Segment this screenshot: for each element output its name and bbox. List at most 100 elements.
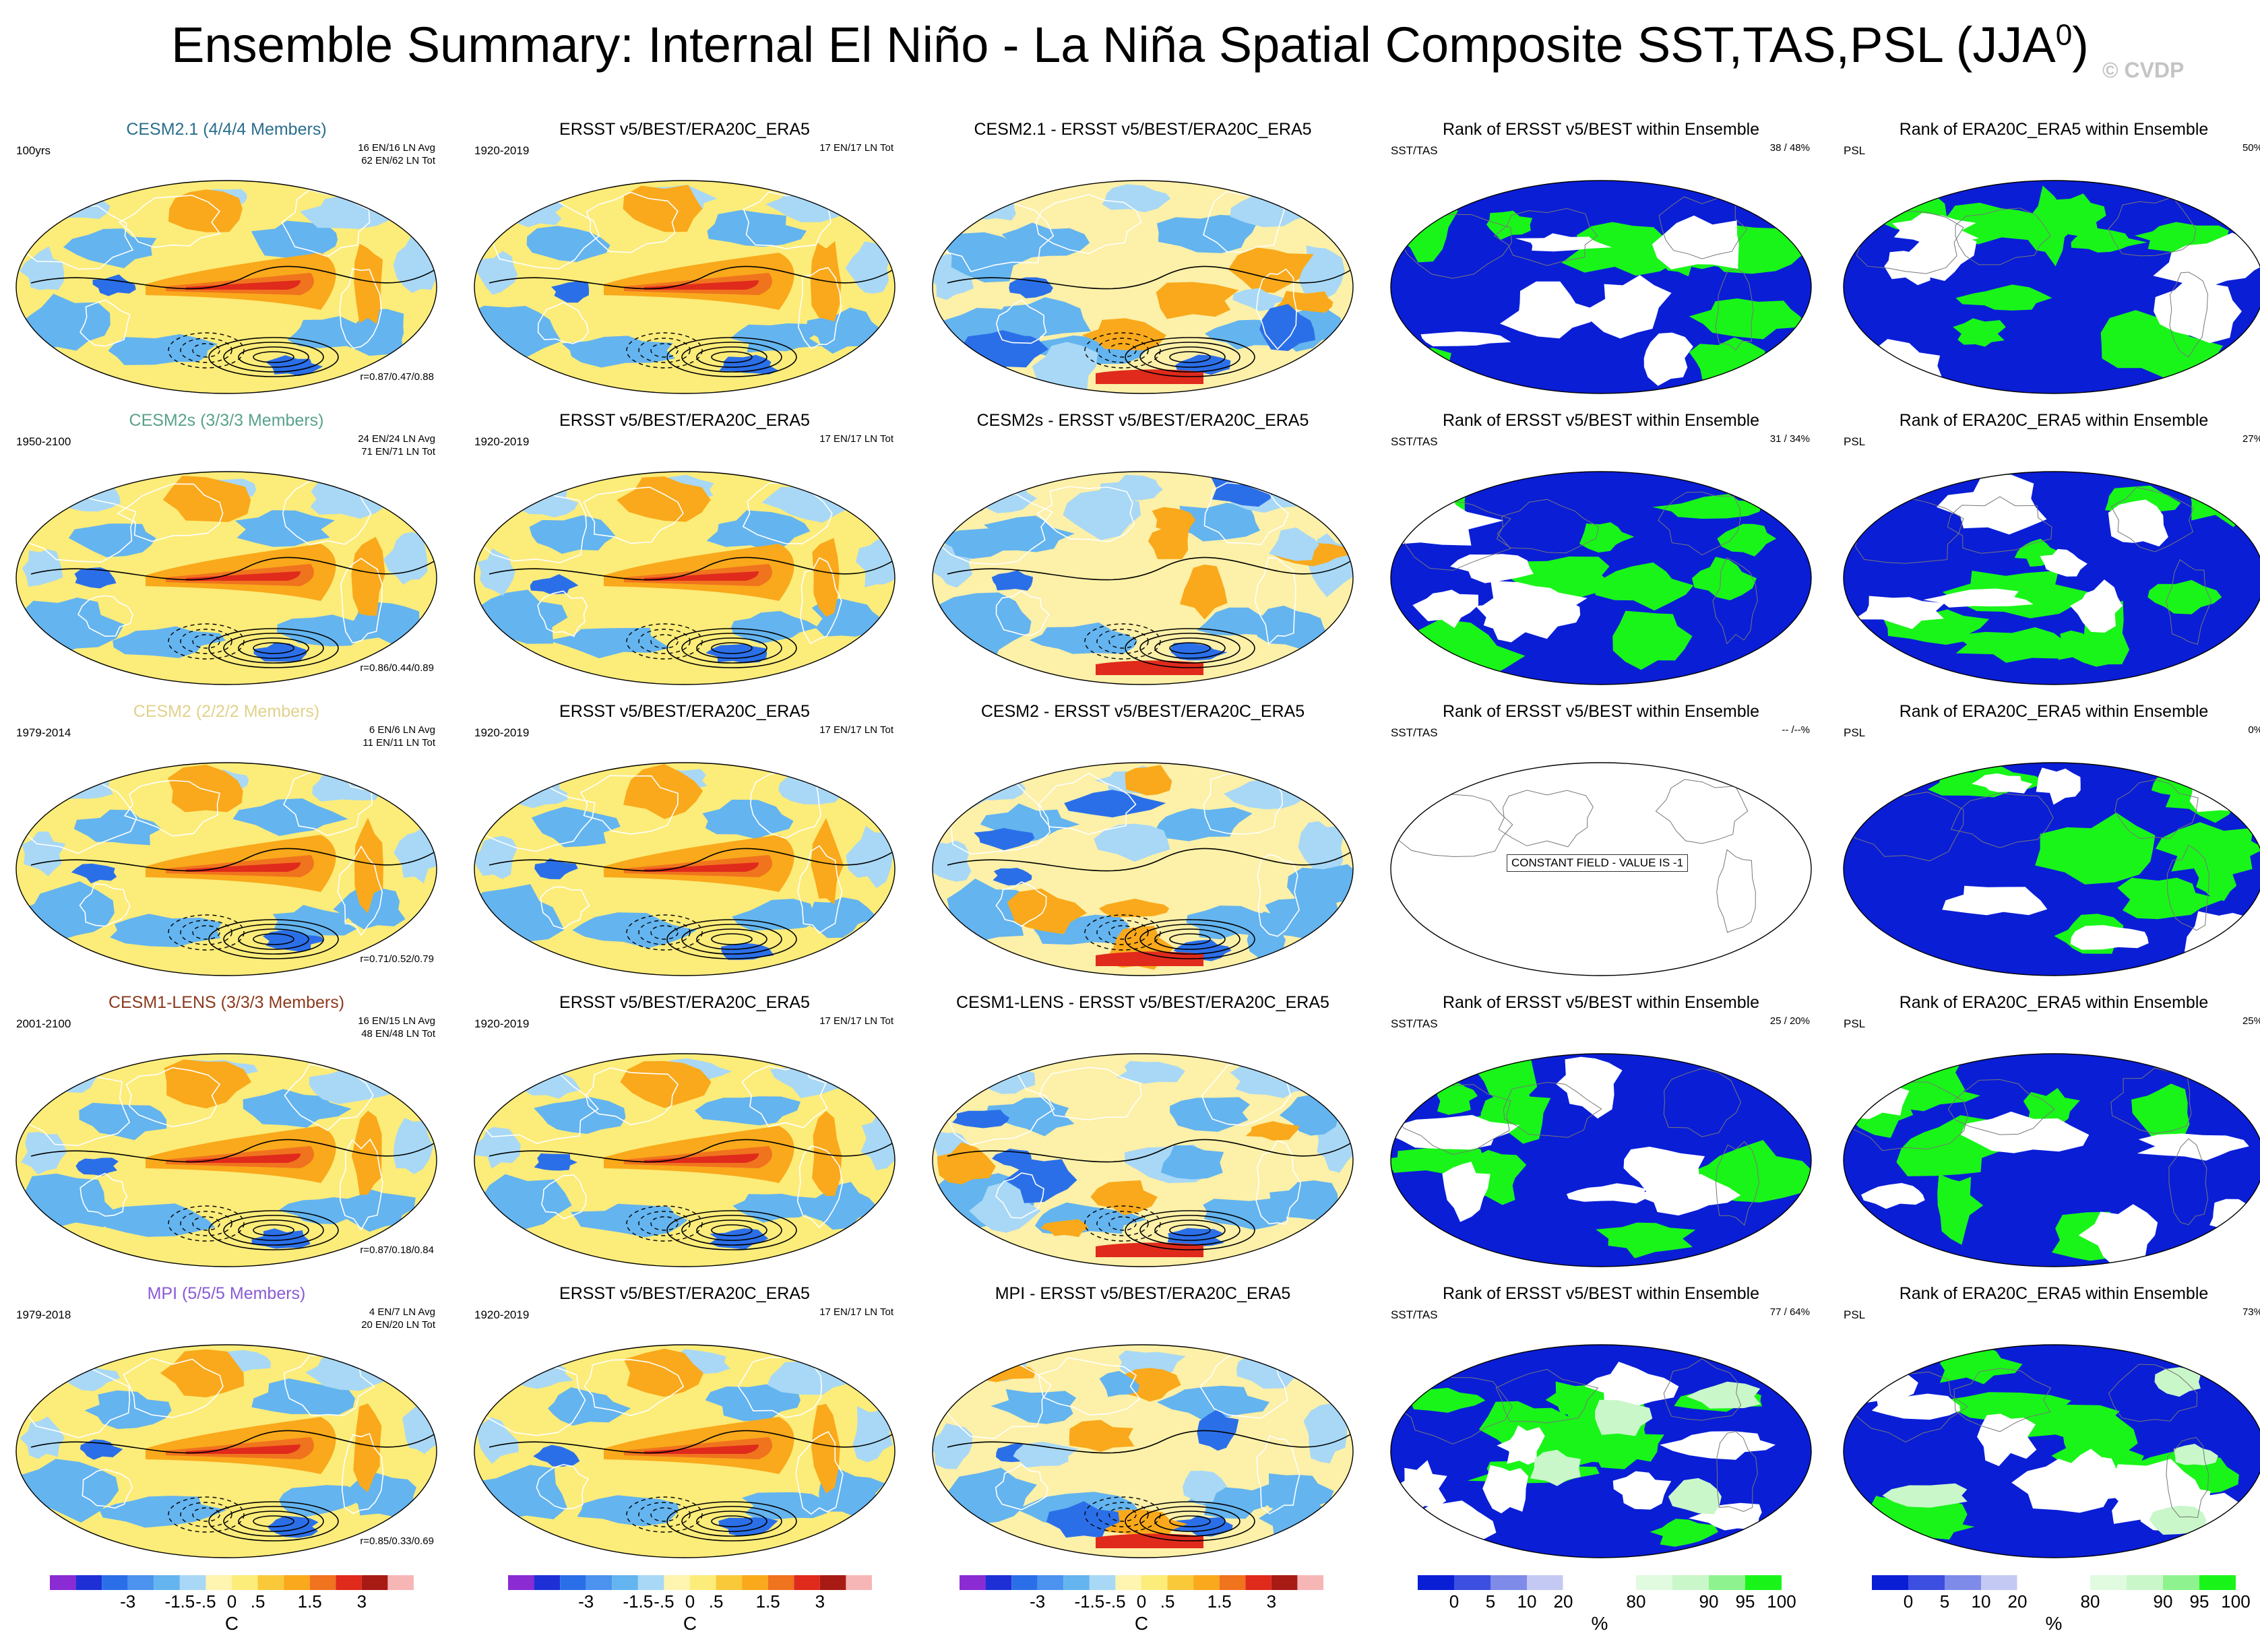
- panel-title: Rank of ERA20C_ERA5 within Ensemble: [1899, 1284, 2209, 1303]
- coastline: [1495, 1368, 1599, 1424]
- map-border: [474, 1344, 896, 1558]
- map-panel: Rank of ERSST v5/BEST within Ensemble SST…: [1379, 399, 1823, 689]
- map-plot: [932, 1344, 1354, 1558]
- panel-years: 1920-2019: [474, 435, 530, 448]
- psl-contour: [1139, 1215, 1241, 1246]
- colorbar-tick-label: -3: [578, 1591, 594, 1612]
- coastline: [2108, 197, 2197, 257]
- panel-years: 100yrs: [16, 144, 51, 157]
- map-border: [932, 471, 1354, 685]
- map-difference-region: [1269, 527, 1319, 561]
- coastline: [1655, 779, 1749, 844]
- psl-contour: [1169, 1515, 1211, 1527]
- map-border: [1390, 1053, 1812, 1267]
- map-difference-region: [1096, 369, 1203, 384]
- rank-region: [1668, 1478, 1722, 1515]
- panel-percent: 27%: [2242, 433, 2260, 445]
- map-plot: [474, 471, 896, 685]
- coastline: [584, 1359, 685, 1416]
- colorbar-bin: [767, 1575, 794, 1590]
- map-difference-region: [1063, 490, 1141, 540]
- coastline: [798, 267, 842, 350]
- coastline: [995, 590, 1050, 636]
- map-border: [1843, 471, 2260, 685]
- rank-mid-region: [1972, 773, 2033, 794]
- psl-contour: [711, 933, 753, 945]
- colorbar-bin: [1599, 1575, 1637, 1591]
- colorbar-tick-label: .5: [709, 1591, 724, 1612]
- colorbar-bin: [1672, 1575, 1709, 1590]
- psl-contour: [1139, 924, 1241, 955]
- rank-high-region: [2151, 767, 2199, 796]
- psl-contour-negative: [1096, 338, 1149, 363]
- map-anomaly-region: [22, 549, 63, 587]
- coastline: [123, 780, 220, 837]
- panel-title: Rank of ERA20C_ERA5 within Ensemble: [1899, 993, 2209, 1012]
- coastline: [2110, 486, 2195, 552]
- panel-event-counts: 17 EN/17 LN Tot: [819, 724, 893, 736]
- psl-contour: [208, 1210, 339, 1250]
- panel-variable-label: SST/TAS: [1391, 1308, 1438, 1321]
- map-panel: Rank of ERSST v5/BEST within Ensemble SST…: [1379, 981, 1823, 1271]
- psl-contour-negative: [180, 338, 232, 363]
- map-anomaly-region: [110, 914, 222, 947]
- colorbar-bin: [1981, 1575, 2017, 1590]
- map-anomaly-region: [719, 354, 779, 375]
- rank-region: [1686, 1381, 1761, 1409]
- colorbar-bin: [742, 1575, 768, 1590]
- panel-event-counts: 17 EN/17 LN Tot: [819, 1015, 893, 1027]
- map-anomaly-region: [570, 1203, 688, 1238]
- map-anomaly-region: [845, 241, 891, 294]
- map-border: [1843, 1053, 2260, 1267]
- psl-contour-negative: [626, 1205, 703, 1242]
- colorbar-bin: [1527, 1575, 1563, 1590]
- map-anomaly-region: [846, 825, 893, 889]
- rank-high-region: [1717, 523, 1777, 557]
- map-difference-region: [1245, 1121, 1300, 1141]
- map-anomaly-region: [991, 570, 1033, 591]
- colorbar-tick-label: 3: [815, 1591, 825, 1612]
- psl-contour: [30, 1139, 436, 1163]
- colorbar-bin: [102, 1575, 128, 1590]
- colorbar-bin: [309, 1575, 336, 1590]
- map-difference-region: [1228, 247, 1314, 293]
- colorbar-bin: [1193, 1575, 1220, 1590]
- colorbar-bin: [2127, 1575, 2163, 1590]
- psl-contour: [1169, 642, 1211, 654]
- colorbar-tick-label: 100: [1767, 1591, 1796, 1612]
- coastline: [1038, 1357, 1141, 1416]
- rank-mid-region: [2011, 1459, 2117, 1513]
- map-difference-region: [1259, 304, 1316, 351]
- panel-event-counts: 24 EN/24 LN Avg 71 EN/71 LN Tot: [358, 433, 435, 457]
- panel-variable-label: PSL: [1844, 1308, 1866, 1321]
- colorbar-bin: [2199, 1575, 2236, 1590]
- map-difference-region: [1069, 1420, 1135, 1452]
- map-anomaly-region: [351, 536, 385, 616]
- map-anomaly-region: [707, 210, 807, 247]
- psl-contour: [947, 1430, 1352, 1454]
- map-anomaly-region: [1298, 821, 1344, 879]
- rank-mid-region: [1515, 233, 1612, 252]
- rank-high-region: [1596, 1222, 1696, 1259]
- psl-contour-negative: [1084, 914, 1161, 951]
- coastline: [1498, 790, 1594, 848]
- coastline: [2165, 559, 2212, 645]
- panel-title: ERSST v5/BEST/ERA20C_ERA5: [559, 411, 810, 430]
- psl-contour: [489, 557, 894, 581]
- map-difference-region: [1046, 1501, 1120, 1538]
- coastline: [77, 595, 133, 637]
- map-anomaly-region: [962, 195, 1016, 221]
- panel-pattern-correlation: r=0.71/0.52/0.79: [360, 953, 434, 965]
- colorbar-tick-label: 10: [1517, 1591, 1537, 1612]
- panel-variable-label: SST/TAS: [1391, 1017, 1438, 1030]
- colorbar-bin: [387, 1575, 414, 1590]
- rank-mid-region: [1652, 215, 1739, 269]
- map-anomaly-region: [474, 251, 518, 295]
- enso-peak: [644, 571, 759, 581]
- colorbar-bin: [560, 1575, 586, 1590]
- map-anomaly-region: [477, 1417, 519, 1464]
- psl-contour-negative: [626, 332, 703, 369]
- colorbar-tick-label: 90: [1699, 1591, 1719, 1612]
- map-border: [15, 471, 437, 685]
- panel-percent: -- /--%: [1782, 724, 1810, 736]
